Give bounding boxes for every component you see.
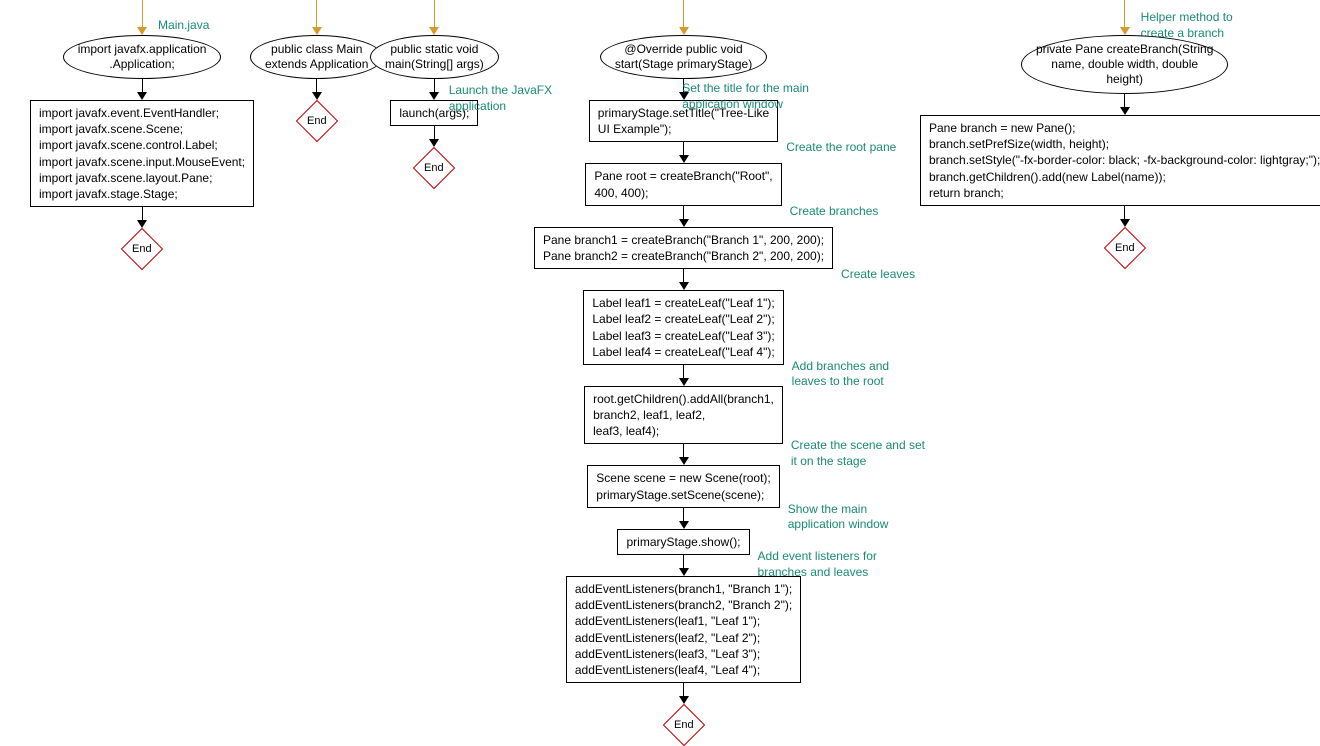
- arrow: [1120, 206, 1130, 227]
- annotation: Create branches: [790, 204, 879, 220]
- end-node: End: [662, 704, 704, 746]
- process-node: root.getChildren().addAll(branch1, branc…: [584, 386, 783, 445]
- entry-arrow-wrap: Helper method to create a branch: [1120, 0, 1130, 35]
- flow-column: Main.javaimport javafx.application .Appl…: [30, 0, 254, 264]
- process-node: Scene scene = new Scene(root); primarySt…: [587, 465, 779, 507]
- end-label: End: [674, 719, 694, 731]
- end-label: End: [132, 243, 152, 255]
- annotation: Set the title for the main application w…: [682, 81, 809, 112]
- arrow: [429, 0, 439, 35]
- flow-step: Scene scene = new Scene(root); primarySt…: [587, 465, 779, 507]
- arrow: [137, 207, 147, 228]
- end-label: End: [307, 115, 327, 127]
- annotation: Show the main application window: [788, 502, 889, 533]
- annotation: Add branches and leaves to the root: [792, 359, 889, 390]
- flow-step: End: [419, 153, 449, 183]
- flow-step: import javafx.event.EventHandler; import…: [30, 100, 254, 207]
- process-node: Pane root = createBranch("Root", 400, 40…: [585, 163, 781, 205]
- arrow: [137, 79, 147, 100]
- annotation: Add event listeners for branches and lea…: [758, 549, 877, 580]
- entry-arrow-wrap: [679, 0, 689, 35]
- entry-arrow-wrap: [429, 0, 439, 35]
- end-node: End: [295, 100, 337, 142]
- flow-step: primaryStage.show();: [617, 529, 749, 555]
- annotation: Main.java: [158, 18, 209, 34]
- entry-arrow-wrap: Main.java: [137, 0, 147, 35]
- flow-step: End: [302, 106, 332, 136]
- end-label: End: [1115, 242, 1135, 254]
- flow-step: End: [127, 234, 157, 264]
- arrow: [312, 0, 322, 35]
- process-node: Label leaf1 = createLeaf("Leaf 1"); Labe…: [583, 290, 783, 365]
- process-node: addEventListeners(branch1, "Branch 1"); …: [566, 576, 801, 683]
- terminator-node: public class Main extends Application: [250, 35, 383, 79]
- flow-column: public class Main extends Application End: [250, 0, 383, 136]
- arrow: [679, 365, 689, 386]
- arrow: [679, 555, 689, 576]
- flow-step: Label leaf1 = createLeaf("Leaf 1"); Labe…: [583, 290, 783, 365]
- flow-step: @Override public void start(Stage primar…: [600, 35, 767, 79]
- terminator-node: private Pane createBranch(String name, d…: [1021, 35, 1228, 94]
- flow-step: End: [669, 710, 699, 740]
- end-node: End: [413, 147, 455, 189]
- arrow: [312, 79, 322, 100]
- flow-step: public static void main(String[] args): [370, 35, 499, 79]
- flow-step: Pane branch1 = createBranch("Branch 1", …: [534, 227, 833, 269]
- arrow: [679, 508, 689, 529]
- arrow: [1120, 0, 1130, 35]
- annotation: Create the scene and set it on the stage: [791, 438, 925, 469]
- flow-step: addEventListeners(branch1, "Branch 1"); …: [566, 576, 801, 683]
- arrow: [679, 0, 689, 35]
- flowchart-canvas: Main.javaimport javafx.application .Appl…: [0, 0, 1320, 664]
- flow-step: root.getChildren().addAll(branch1, branc…: [584, 386, 783, 445]
- terminator-node: @Override public void start(Stage primar…: [600, 35, 767, 79]
- annotation: Create leaves: [841, 267, 915, 283]
- flow-column: public static void main(String[] args)la…: [370, 0, 499, 183]
- end-node: End: [121, 228, 163, 270]
- arrow: [679, 142, 689, 163]
- arrow: [1120, 94, 1130, 115]
- flow-step: Pane branch = new Pane(); branch.setPref…: [920, 115, 1320, 206]
- flow-step: Pane root = createBranch("Root", 400, 40…: [585, 163, 781, 205]
- annotation: Create the root pane: [786, 140, 896, 156]
- flow-step: End: [1110, 233, 1140, 263]
- flow-column: @Override public void start(Stage primar…: [534, 0, 833, 740]
- arrow: [429, 126, 439, 147]
- flow-step: private Pane createBranch(String name, d…: [1021, 35, 1228, 94]
- arrow: [679, 269, 689, 290]
- terminator-node: public static void main(String[] args): [370, 35, 499, 79]
- arrow: [679, 683, 689, 704]
- end-node: End: [1103, 227, 1145, 269]
- arrow: [429, 79, 439, 100]
- arrow: [679, 206, 689, 227]
- process-node: primaryStage.show();: [617, 529, 749, 555]
- terminator-node: import javafx.application .Application;: [63, 35, 222, 79]
- process-node: Pane branch1 = createBranch("Branch 1", …: [534, 227, 833, 269]
- arrow: [679, 444, 689, 465]
- arrow: [137, 0, 147, 35]
- flow-step: import javafx.application .Application;: [63, 35, 222, 79]
- end-label: End: [425, 162, 445, 174]
- entry-arrow-wrap: [312, 0, 322, 35]
- process-node: import javafx.event.EventHandler; import…: [30, 100, 254, 207]
- flow-column: Helper method to create a branchprivate …: [920, 0, 1320, 263]
- flow-step: public class Main extends Application: [250, 35, 383, 79]
- process-node: Pane branch = new Pane(); branch.setPref…: [920, 115, 1320, 206]
